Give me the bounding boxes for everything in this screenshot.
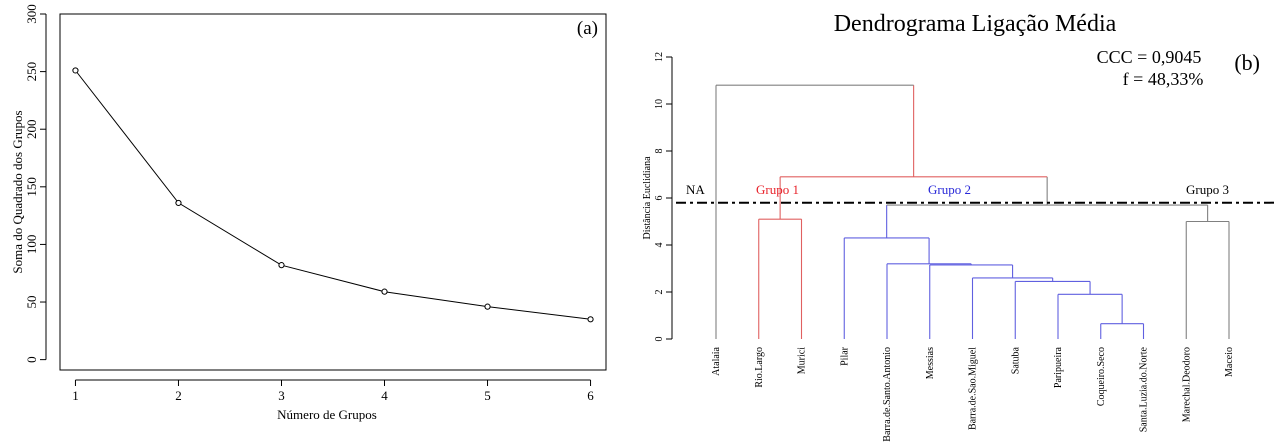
- dendrogram-y-tick-label: 4: [654, 243, 665, 248]
- dendrogram-leaf-label: Santa.Luzia.do.Norte: [1139, 346, 1150, 432]
- dendrogram-y-axis: 0 2 4 6 8 10 12: [654, 52, 673, 342]
- dendrogram-ccc: CCC = 0,9045: [1097, 47, 1202, 67]
- dendrogram-leaf-label: Maceio: [1224, 347, 1235, 377]
- elbow-plot: 0 50 100 150 200 250 300 1 2 3 4 5 6 (a) Número de …: [10, 4, 607, 422]
- elbow-y-tick-label: 0: [24, 356, 39, 363]
- elbow-data-point: [381, 288, 388, 295]
- dendrogram-leaf-label: Rio.Largo: [754, 347, 765, 388]
- dendrogram-leaf-label: Murici: [797, 347, 808, 374]
- dendrogram: Dendrograma Ligação Média CCC = 0,9045 f…: [642, 11, 1274, 442]
- dendrogram-f: f = 48,33%: [1123, 69, 1204, 89]
- elbow-x-tick-label: 5: [484, 388, 491, 403]
- dendrogram-y-tick-label: 12: [654, 52, 665, 62]
- dendrogram-y-tick-label: 2: [654, 290, 665, 295]
- elbow-x-tick-label: 6: [587, 388, 594, 403]
- group-label-1: Grupo 1: [756, 182, 799, 197]
- dendrogram-leaf-label: Barra.de.Sao.Miguel: [968, 347, 979, 430]
- group-label-3: Grupo 3: [1186, 182, 1229, 197]
- elbow-x-axis: 1 2 3 4 5 6: [72, 379, 594, 403]
- elbow-x-axis-label: Número de Grupos: [277, 407, 377, 422]
- dendrogram-y-tick-label: 10: [654, 99, 665, 109]
- elbow-series-points: [72, 67, 594, 323]
- elbow-data-point: [175, 199, 182, 207]
- panel-label-b: (b): [1234, 50, 1260, 75]
- elbow-y-tick-label: 250: [24, 62, 39, 82]
- dendrogram-title: Dendrograma Ligação Média: [834, 11, 1117, 37]
- elbow-plot-frame: [59, 13, 607, 371]
- group-label-na: NA: [686, 182, 705, 197]
- dendrogram-y-tick-label: 0: [654, 337, 665, 342]
- dendrogram-leaf-label: Atalaia: [711, 346, 722, 375]
- elbow-y-tick-label: 300: [24, 4, 39, 24]
- dendrogram-links: [715, 84, 1230, 339]
- elbow-x-tick-label: 1: [72, 388, 79, 403]
- dendrogram-leaf-label: Paripueira: [1053, 346, 1064, 388]
- dendrogram-y-tick-label: 6: [654, 196, 665, 201]
- elbow-y-tick-label: 150: [24, 177, 39, 197]
- dendrogram-leaf-label: Messias: [925, 347, 936, 379]
- dendrogram-y-axis-label: Distância Euclidiana: [642, 156, 653, 240]
- dendrogram-leaf-label: Coqueiro.Seco: [1096, 347, 1107, 406]
- elbow-y-tick-label: 50: [24, 296, 39, 309]
- elbow-data-point: [587, 316, 594, 323]
- elbow-data-point: [72, 67, 79, 74]
- dendrogram-leaf-label: Satuba: [1010, 346, 1021, 374]
- elbow-data-point: [278, 262, 285, 269]
- elbow-y-axis: 0 50 100 150 200 250 300: [24, 4, 47, 363]
- dendrogram-leaf-label: Marechal.Deodoro: [1181, 347, 1192, 422]
- dendrogram-leaf-label: Barra.de.Santo.Antonio: [882, 347, 893, 442]
- panel-label-a: (a): [577, 18, 598, 39]
- elbow-series-line: [75, 70, 591, 320]
- group-label-2: Grupo 2: [928, 182, 971, 197]
- elbow-y-tick-label: 100: [24, 235, 39, 255]
- elbow-y-axis-label: Soma do Quadrado dos Grupos: [10, 110, 25, 273]
- dendrogram-y-tick-label: 8: [654, 149, 665, 154]
- dendrogram-leaf-label: Pilar: [839, 346, 850, 366]
- group-labels: NA Grupo 1 Grupo 2 Grupo 3: [686, 182, 1229, 197]
- elbow-x-tick-label: 4: [381, 388, 388, 403]
- elbow-x-tick-label: 2: [175, 388, 182, 403]
- dendrogram-leaf-labels: Atalaia Rio.Largo Murici Pilar Barra.de.Sant…: [711, 346, 1235, 441]
- elbow-y-tick-label: 200: [24, 119, 39, 139]
- elbow-data-point: [484, 303, 491, 310]
- elbow-x-tick-label: 3: [278, 388, 285, 403]
